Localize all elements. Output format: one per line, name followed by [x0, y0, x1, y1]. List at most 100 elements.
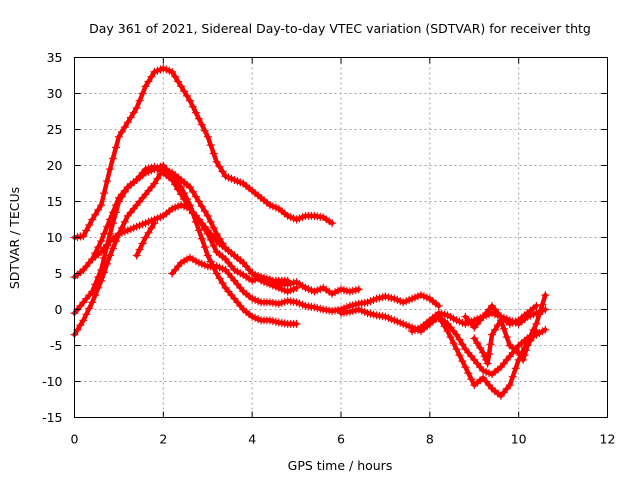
data-point: [354, 285, 363, 294]
data-point: [292, 319, 301, 328]
data-point: [221, 255, 230, 264]
data-point: [283, 211, 292, 220]
data-point: [221, 172, 230, 181]
data-point: [144, 77, 153, 86]
data-point: [200, 126, 209, 135]
data-point: [375, 293, 384, 303]
data-point: [197, 234, 206, 243]
data-point: [212, 157, 221, 166]
data-point: [449, 314, 458, 323]
x-tick-label: 4: [248, 432, 256, 447]
data-point: [120, 227, 129, 236]
data-point: [363, 298, 372, 307]
data-point: [496, 363, 505, 372]
x-axis-label: GPS time / hours: [288, 458, 393, 473]
data-point: [135, 172, 144, 181]
x-tick-label: 12: [600, 432, 616, 447]
data-point: [532, 301, 541, 310]
data-point: [410, 293, 420, 302]
data-point: [100, 253, 109, 262]
data-point: [82, 294, 91, 303]
data-point: [138, 193, 147, 202]
data-point: [120, 123, 129, 132]
x-tick-label: 0: [71, 432, 79, 447]
data-point: [390, 294, 399, 303]
data-point: [485, 349, 494, 358]
data-point: [461, 363, 470, 372]
series-markers: [88, 201, 363, 298]
data-point: [171, 180, 180, 189]
data-point: [283, 280, 292, 289]
data-point: [458, 357, 467, 366]
data-point: [405, 322, 414, 331]
data-point: [200, 243, 209, 252]
data-point: [85, 258, 94, 267]
data-point: [434, 312, 443, 321]
y-tick-label: 5: [55, 266, 63, 281]
data-point: [505, 381, 514, 390]
data-point: [482, 309, 491, 318]
data-point: [268, 316, 277, 326]
data-point: [212, 269, 221, 278]
data-point: [197, 259, 206, 268]
data-point: [449, 339, 458, 348]
data-point: [493, 321, 502, 330]
data-point: [523, 341, 532, 350]
data-point: [150, 67, 159, 76]
data-point: [138, 239, 147, 248]
data-point: [135, 221, 144, 230]
data-point: [541, 291, 550, 300]
data-point: [434, 301, 443, 310]
data-point: [114, 132, 123, 141]
data-point: [94, 243, 103, 252]
data-point: [209, 149, 218, 158]
data-point: [265, 316, 274, 325]
data-point: [387, 315, 396, 324]
data-point: [203, 251, 212, 260]
x-tick-label: 10: [511, 432, 527, 447]
data-point: [111, 201, 121, 210]
series-markers: [408, 305, 550, 336]
data-point: [200, 207, 209, 216]
data-point: [265, 275, 274, 284]
data-point: [251, 313, 260, 322]
data-point: [479, 348, 488, 357]
data-point: [473, 359, 482, 368]
data-point: [180, 195, 189, 204]
data-point: [455, 351, 464, 360]
data-point: [200, 225, 209, 234]
data-point: [215, 274, 224, 283]
data-point: [162, 65, 171, 74]
data-point: [476, 343, 485, 352]
data-point: [144, 217, 153, 226]
y-tick-label: 10: [47, 230, 63, 245]
data-point: [443, 311, 452, 320]
data-point: [182, 203, 192, 212]
data-point: [191, 211, 200, 220]
data-point: [265, 201, 274, 210]
data-point: [100, 268, 109, 277]
data-point: [446, 333, 455, 342]
data-point: [197, 120, 206, 129]
data-point: [221, 283, 230, 292]
series-markers: [132, 219, 159, 260]
data-point: [336, 285, 346, 294]
data-point: [467, 352, 476, 361]
data-point: [212, 262, 221, 271]
data-point: [177, 258, 186, 267]
data-point: [419, 292, 428, 301]
data-point: [177, 82, 186, 91]
data-point: [227, 262, 236, 271]
data-point: [437, 317, 446, 326]
data-point: [298, 300, 307, 309]
data-point: [452, 345, 461, 354]
data-point: [236, 301, 245, 310]
data-point: [298, 213, 307, 222]
data-point: [168, 67, 177, 76]
series-markers: [461, 301, 541, 332]
data-point: [153, 66, 162, 75]
data-point: [227, 174, 236, 183]
data-point: [381, 292, 390, 301]
data-point: [182, 91, 192, 100]
data-point: [197, 202, 206, 211]
